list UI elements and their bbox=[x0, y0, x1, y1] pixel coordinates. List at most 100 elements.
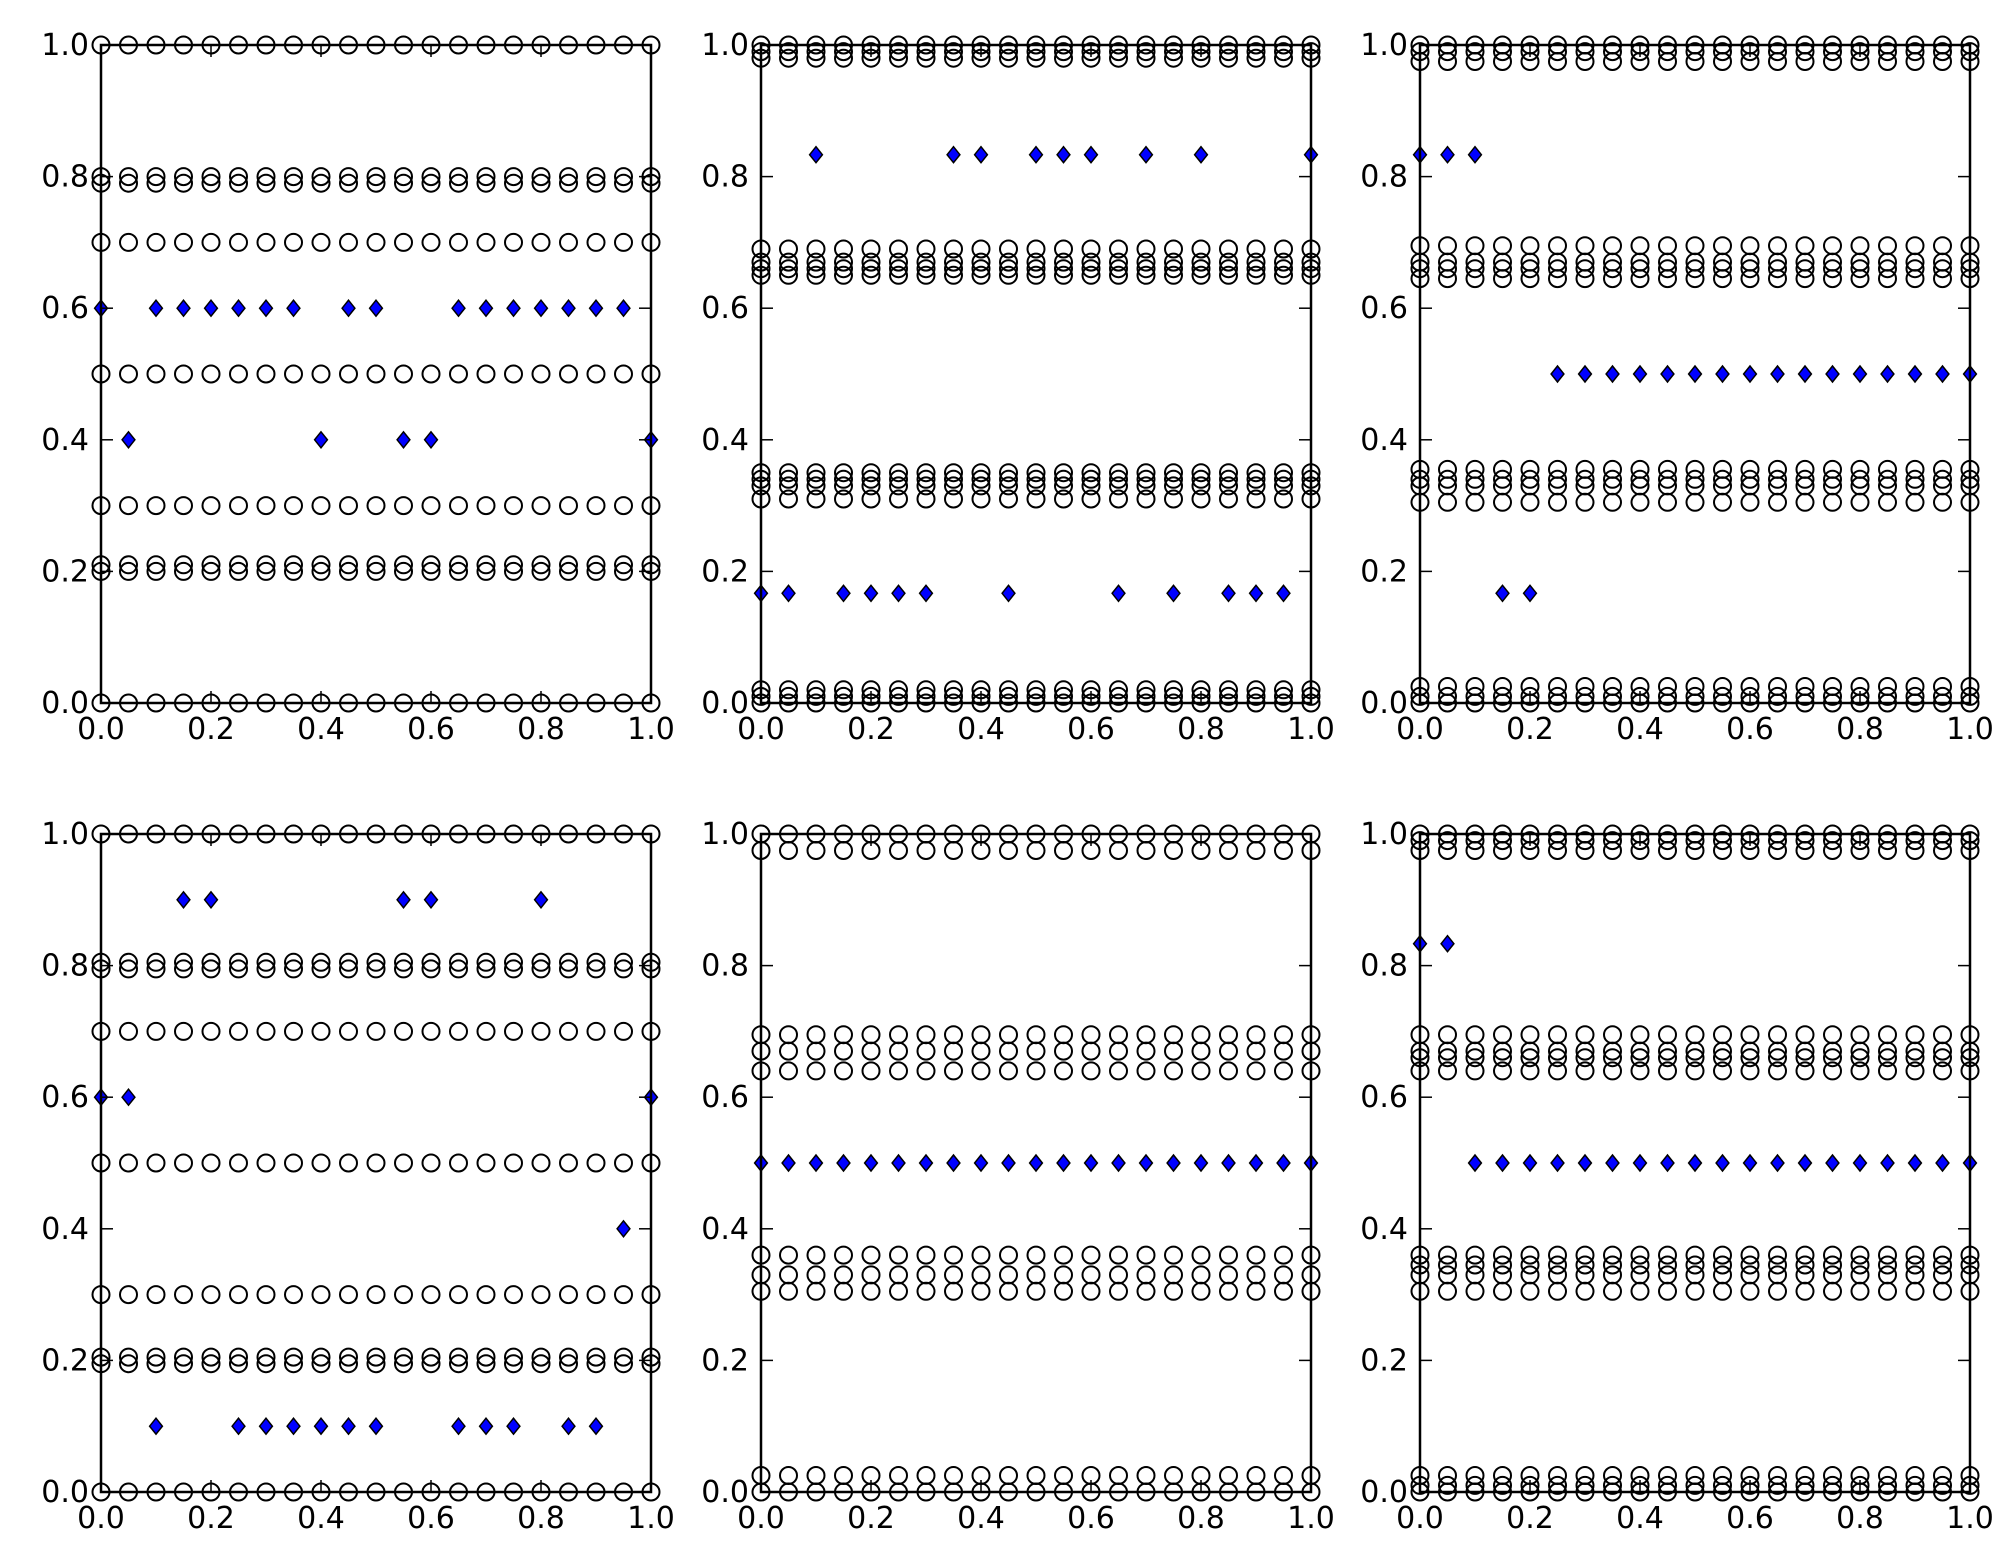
circle-point bbox=[861, 476, 881, 496]
diamond-point bbox=[1880, 364, 1895, 384]
circle-point bbox=[944, 686, 963, 706]
circle-point bbox=[1795, 1245, 1815, 1265]
circle-point bbox=[1933, 1466, 1952, 1485]
circle-point bbox=[394, 173, 413, 193]
circle-point bbox=[1136, 1281, 1156, 1301]
circle-point bbox=[944, 48, 963, 68]
circle-point bbox=[504, 167, 523, 187]
circle-point bbox=[834, 1025, 853, 1045]
circle-point bbox=[201, 952, 221, 972]
circle-point bbox=[1713, 459, 1732, 479]
circle-point bbox=[1905, 492, 1925, 512]
circle-point bbox=[1768, 492, 1787, 512]
circle-point bbox=[861, 1245, 881, 1265]
x-tick-label: 0.6 bbox=[1067, 712, 1115, 747]
circle-point bbox=[1933, 236, 1952, 256]
diamond-point bbox=[946, 145, 961, 164]
y-tick-label: 0.4 bbox=[701, 423, 749, 458]
circle-point bbox=[1575, 686, 1595, 706]
circle-point bbox=[1109, 1061, 1128, 1081]
circle-point bbox=[1164, 42, 1183, 62]
circle-point bbox=[1493, 259, 1512, 279]
circle-point bbox=[1136, 469, 1156, 489]
circle-point bbox=[339, 959, 358, 979]
x-tick-label: 0.6 bbox=[1726, 712, 1774, 747]
circle-point bbox=[834, 1466, 853, 1485]
circle-point bbox=[1823, 1245, 1842, 1265]
circle-point bbox=[889, 1281, 908, 1301]
diamond-series bbox=[93, 890, 659, 1436]
circle-point bbox=[806, 489, 826, 509]
circle-point bbox=[1026, 48, 1046, 68]
circle-point bbox=[1191, 1061, 1211, 1081]
circle-point bbox=[1905, 677, 1925, 696]
circle-point bbox=[1658, 1265, 1677, 1285]
diamond-point bbox=[918, 1153, 934, 1173]
x-tick-label: 0.8 bbox=[1836, 712, 1884, 747]
circle-point bbox=[1493, 42, 1512, 62]
y-tick-label: 1.0 bbox=[701, 817, 749, 852]
circle-point bbox=[1465, 686, 1485, 706]
y-tick-label: 0.8 bbox=[1360, 160, 1408, 195]
circle-point bbox=[1823, 677, 1842, 696]
circle-point bbox=[1823, 492, 1842, 512]
circle-point bbox=[1548, 1041, 1567, 1061]
circle-point bbox=[1520, 831, 1540, 851]
circle-point bbox=[1630, 686, 1650, 706]
circle-point bbox=[1685, 1281, 1705, 1301]
circle-point bbox=[449, 1021, 468, 1041]
circle-point bbox=[1850, 686, 1870, 706]
circle-point bbox=[1026, 489, 1046, 509]
circle-point bbox=[1603, 677, 1622, 696]
diamond-point bbox=[1166, 1153, 1181, 1173]
circle-point bbox=[284, 496, 303, 516]
circle-point bbox=[1603, 1466, 1622, 1485]
circle-point bbox=[1246, 265, 1266, 285]
circle-point bbox=[586, 167, 606, 187]
circle-point bbox=[971, 1245, 991, 1265]
circle-point bbox=[1630, 1281, 1650, 1301]
circle-point bbox=[1191, 239, 1211, 259]
circle-point bbox=[1685, 259, 1705, 279]
circle-point bbox=[1878, 259, 1897, 279]
y-tick-label: 0.2 bbox=[701, 554, 749, 589]
circle-point bbox=[1246, 1466, 1266, 1485]
circle-point bbox=[944, 239, 963, 259]
circle-point bbox=[1246, 48, 1266, 68]
circle-point bbox=[1933, 252, 1952, 272]
circle-point bbox=[1438, 459, 1457, 479]
circle-point bbox=[1081, 1041, 1101, 1061]
diamond-point bbox=[1083, 145, 1099, 164]
circle-point bbox=[971, 239, 991, 259]
circle-point bbox=[394, 952, 413, 972]
circle-point bbox=[284, 173, 303, 193]
circle-point bbox=[1246, 1265, 1266, 1285]
circle-point bbox=[806, 252, 826, 272]
x-tick-label: 0.6 bbox=[1726, 1501, 1774, 1536]
circle-point bbox=[806, 463, 826, 483]
x-tick-label: 0.0 bbox=[1396, 712, 1444, 747]
circle-point bbox=[806, 239, 826, 259]
circle-point bbox=[1713, 469, 1732, 489]
circle-point bbox=[1520, 42, 1540, 62]
circle-point bbox=[1191, 463, 1211, 483]
circle-point bbox=[1246, 252, 1266, 272]
circle-point bbox=[1575, 1025, 1595, 1045]
circle-point bbox=[229, 1021, 248, 1041]
circle-point bbox=[1740, 469, 1760, 489]
circle-point bbox=[1246, 686, 1266, 706]
circle-point bbox=[916, 239, 936, 259]
circle-point bbox=[1603, 1048, 1622, 1068]
y-tick-label: 0.6 bbox=[701, 1080, 749, 1115]
circle-point bbox=[1109, 1466, 1128, 1485]
circle-point bbox=[1026, 469, 1046, 489]
circle-point bbox=[1438, 1466, 1457, 1485]
circle-point bbox=[504, 1285, 523, 1305]
circle-point bbox=[1823, 42, 1842, 62]
circle-point bbox=[1465, 469, 1485, 489]
circle-point bbox=[201, 1354, 221, 1374]
circle-point bbox=[311, 561, 331, 581]
circle-point bbox=[1054, 1281, 1073, 1301]
circle-point bbox=[339, 232, 358, 252]
circle-point bbox=[476, 1285, 496, 1305]
